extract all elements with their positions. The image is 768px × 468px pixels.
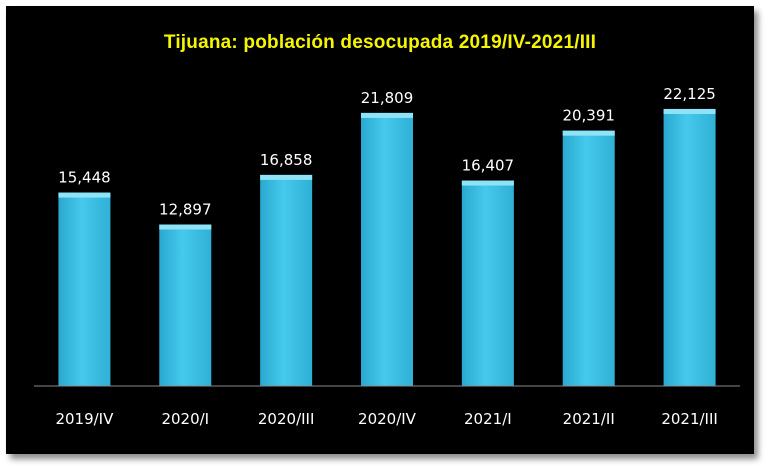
bar-top-highlight <box>159 224 212 230</box>
data-label: 21,809 <box>361 89 414 107</box>
bar-chart: 15,448 2019/IV 12,897 2020/I 16,858 2020/III 2… <box>34 85 740 428</box>
data-label: 16,407 <box>462 157 515 175</box>
bar-2019/IV <box>58 192 111 386</box>
x-tick-label: 2020/III <box>258 410 315 428</box>
x-tick-label: 2021/II <box>563 410 615 428</box>
chart-frame: Tijuana: población desocupada 2019/IV-20… <box>6 6 754 454</box>
data-label: 15,448 <box>58 169 111 187</box>
bar-top-highlight <box>562 130 615 136</box>
data-label: 20,391 <box>562 107 615 125</box>
bar-top-highlight <box>58 192 111 198</box>
x-tick-label: 2020/IV <box>358 410 417 428</box>
bar-2020/I <box>159 224 212 386</box>
x-tick-label: 2021/III <box>661 410 718 428</box>
x-tick-label: 2021/I <box>464 410 512 428</box>
bar-2021/III <box>663 108 716 387</box>
bar-top-highlight <box>361 112 413 118</box>
bar-top-highlight <box>461 180 514 186</box>
bar-2020/IV <box>361 112 413 386</box>
data-label: 16,858 <box>260 151 313 169</box>
bar-top-highlight <box>663 108 716 114</box>
x-tick-label: 2019/IV <box>55 410 114 428</box>
chart-title: Tijuana: población desocupada 2019/IV-20… <box>163 32 597 53</box>
bar-2021/I <box>461 180 514 386</box>
bar-2021/II <box>562 130 615 386</box>
bar-top-highlight <box>260 174 313 180</box>
x-tick-label: 2020/I <box>161 410 209 428</box>
data-label: 22,125 <box>663 85 716 103</box>
data-label: 12,897 <box>159 201 212 219</box>
bar-2020/III <box>260 174 313 386</box>
